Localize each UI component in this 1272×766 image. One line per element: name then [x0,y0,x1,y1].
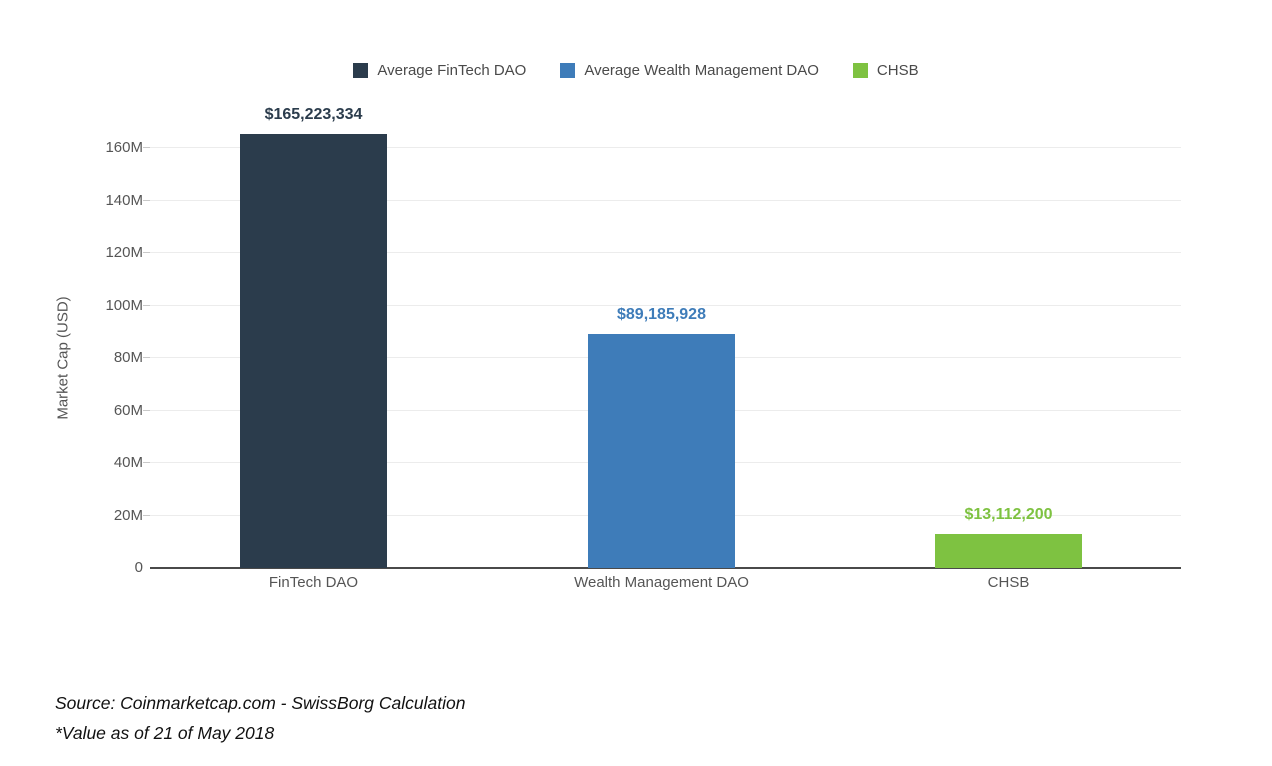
y-tick-label: 140M [105,191,143,209]
legend-label: Average FinTech DAO [377,62,527,79]
y-tick-label: 20M [113,506,143,524]
legend-item: Average FinTech DAO [353,62,526,79]
y-tick-label: 80M [113,349,143,366]
legend-label: CHSB [876,62,919,79]
bar-chsb [935,533,1082,568]
chart-footer: Source: Coinmarketcap.com - SwissBorg Ca… [55,688,465,748]
y-tick-mark [143,462,150,463]
chart-legend: Average FinTech DAO Average Wealth Manage… [0,62,1272,79]
y-tick-mark [143,409,150,411]
legend-item: Average Wealth Management DAO [560,62,819,79]
bar-value-label: $165,223,334 [264,106,363,124]
y-tick-mark [143,147,150,148]
y-tick-label: 0 [134,559,143,576]
x-axis-line [150,567,1181,569]
y-tick-label: 120M [105,244,143,261]
gridline [150,304,1181,306]
y-tick-mark [143,357,150,358]
gridline [150,147,1181,148]
legend-item: CHSB [852,62,919,79]
bar-fintech-dao [240,134,387,568]
plot-area: 0 20M 40M 60M 80M 100M 120M 140M 160M $165,223,33… [105,106,1181,591]
legend-swatch-icon [560,63,576,78]
bar-value-label: $89,185,928 [617,305,706,323]
y-tick-mark [143,252,150,253]
y-tick-label: 60M [113,401,143,419]
bar-wealth-management-dao [588,333,735,568]
gridline [150,199,1181,201]
x-tick-label: FinTech DAO [268,574,359,591]
y-tick-mark [143,304,150,306]
y-tick-label: 160M [105,139,143,156]
y-tick-label: 100M [105,296,143,314]
bar-value-label: $13,112,200 [964,505,1053,523]
legend-swatch-icon [353,63,369,78]
value-date-note: *Value as of 21 of May 2018 [55,723,275,743]
y-tick-mark [143,199,150,201]
y-tick-label: 40M [113,454,143,471]
source-note: Source: Coinmarketcap.com - SwissBorg Ca… [55,693,466,713]
y-tick-mark [143,514,150,516]
gridline [150,252,1181,253]
x-tick-label: CHSB [987,574,1030,591]
legend-swatch-icon [852,63,868,78]
x-tick-label: Wealth Management DAO [574,574,749,591]
legend-label: Average Wealth Management DAO [584,62,819,79]
